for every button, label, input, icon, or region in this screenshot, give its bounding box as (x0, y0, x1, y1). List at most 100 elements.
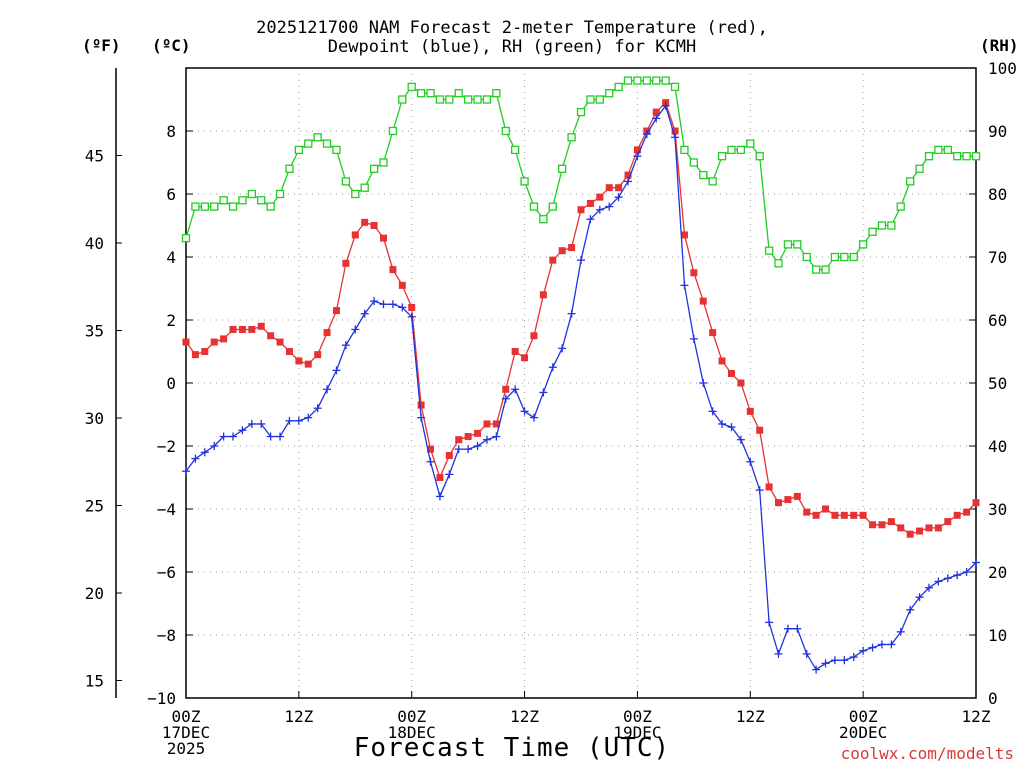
dewpoint-point (755, 486, 764, 495)
fahrenheit-tick-label: 15 (85, 672, 104, 691)
temperature-point (812, 511, 820, 519)
rh-point (962, 152, 971, 161)
dewpoint-point (445, 470, 454, 479)
rh-tick-label: 70 (988, 248, 1007, 267)
temperature-point (342, 259, 350, 267)
rh-point (322, 139, 332, 148)
rh-point (341, 177, 351, 186)
temperature-point (229, 325, 237, 333)
rh-point (906, 177, 915, 186)
dewpoint-point (200, 448, 209, 457)
rh-point (924, 152, 934, 161)
celsius-tick-label: 0 (166, 374, 176, 393)
rh-point (435, 95, 445, 104)
chart-title-line-1: 2025121700 NAM Forecast 2-meter Temperat… (256, 18, 768, 38)
rh-point (764, 246, 774, 255)
celsius-axis-label: (ºC) (152, 36, 191, 55)
temperature-point (417, 401, 425, 409)
dewpoint-point (501, 394, 510, 403)
celsius-tick-label: 2 (166, 311, 176, 330)
rh-tick-label: 60 (988, 311, 1007, 330)
temperature-point (690, 269, 698, 277)
dewpoint-point (548, 363, 557, 372)
x-tick-label: 12Z (962, 707, 991, 726)
rh-point (642, 76, 651, 85)
rh-tick-label: 10 (988, 626, 1007, 645)
rh-point (614, 82, 623, 92)
rh-point (247, 189, 256, 199)
rh-point (454, 89, 463, 98)
temperature-point (511, 348, 519, 355)
fahrenheit-tick-label: 25 (85, 497, 104, 516)
temperature-point (887, 518, 895, 526)
rh-point (266, 202, 275, 211)
dewpoint-point (529, 413, 538, 422)
dewpoint-series (182, 101, 980, 674)
dewpoint-point (727, 423, 736, 432)
rh-point (830, 252, 840, 262)
temperature-point (370, 222, 378, 229)
rh-point (877, 221, 887, 230)
rh-point (539, 215, 548, 224)
temperature-point (822, 505, 830, 513)
temperature-point (869, 521, 877, 529)
rh-point (463, 95, 473, 104)
rh-tick-label: 30 (988, 500, 1007, 519)
temperature-point (210, 338, 218, 346)
rh-tick-label: 40 (988, 437, 1007, 456)
rh-point (398, 95, 407, 104)
dewpoint-point (539, 388, 548, 397)
rh-point (699, 170, 708, 180)
rh-point (821, 265, 830, 274)
rh-point (238, 196, 247, 205)
rh-point (445, 95, 454, 104)
rh-point (793, 240, 802, 249)
temperature-point (474, 429, 482, 437)
rh-point (257, 196, 266, 205)
dewpoint-point (934, 577, 943, 586)
dewpoint-point (868, 643, 877, 652)
temperature-point (671, 127, 679, 135)
rh-point (605, 89, 614, 98)
chart-title-line-2: Dewpoint (blue), RH (green) for KCMH (327, 37, 697, 57)
dewpoint-point (276, 432, 285, 441)
celsius-tick-label: 4 (166, 248, 176, 267)
rh-point (943, 145, 952, 155)
rh-point (501, 126, 510, 136)
temperature-point (455, 436, 463, 444)
temperature-point (727, 370, 735, 378)
dewpoint-point (689, 334, 698, 343)
dewpoint-point (285, 416, 294, 425)
x-tick-label: 18DEC (388, 723, 436, 742)
temperature-point (765, 483, 773, 491)
temperature-point (549, 256, 557, 264)
dewpoint-point (482, 435, 491, 444)
temperature-point (963, 508, 971, 516)
x-tick-label: 12Z (736, 707, 765, 726)
dewpoint-point (906, 605, 915, 614)
rh-point (416, 89, 426, 98)
dewpoint-point (830, 656, 839, 665)
temperature-point (756, 426, 764, 434)
dewpoint-point (407, 312, 416, 321)
temperature-point (351, 231, 359, 239)
rh-point (915, 164, 924, 173)
dewpoint-point (746, 457, 755, 466)
temperature-point (878, 521, 886, 529)
dewpoint-point (520, 407, 529, 416)
dewpoint-point (323, 385, 332, 394)
dewpoint-point (332, 366, 341, 375)
dewpoint-point (558, 344, 567, 353)
rh-point (802, 252, 811, 262)
temperature-point (436, 474, 444, 481)
rh-point (717, 152, 727, 161)
temperature-point (709, 329, 717, 337)
temperature-point (398, 281, 406, 289)
dewpoint-point (426, 457, 435, 466)
dewpoint-point (341, 341, 350, 350)
rh-point (896, 202, 905, 211)
temperature-point (276, 338, 284, 346)
dewpoint-point (464, 445, 473, 454)
temperature-point (530, 332, 538, 340)
